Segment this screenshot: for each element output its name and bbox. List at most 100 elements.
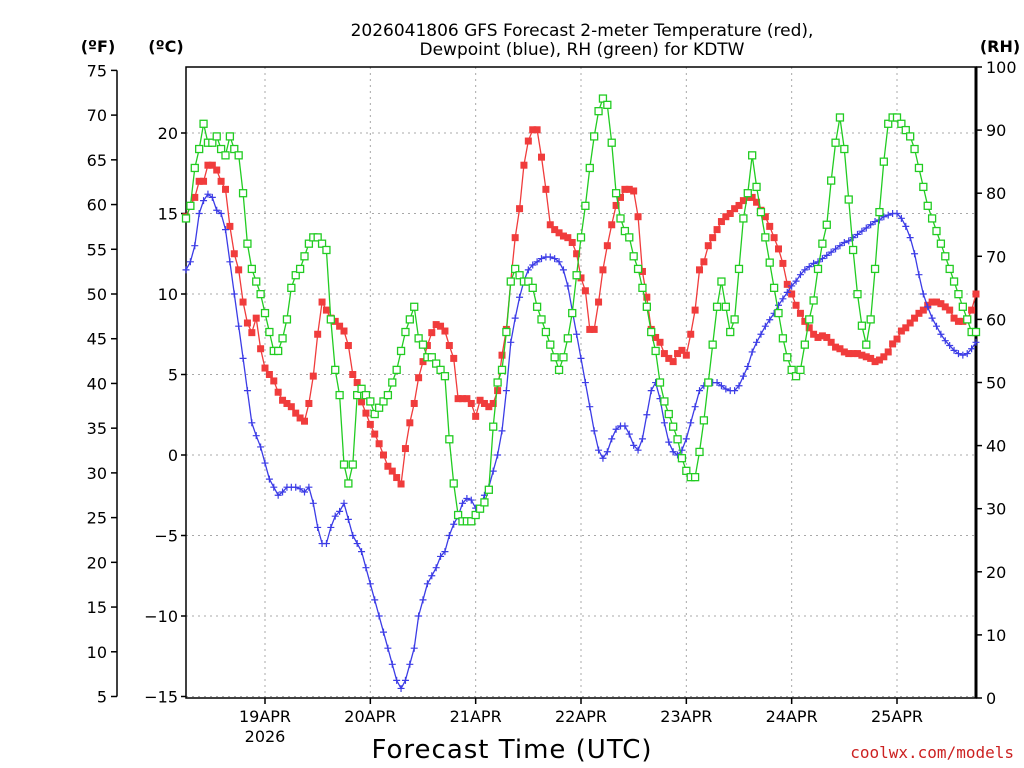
data-point: [625, 233, 634, 242]
data-point: [450, 354, 458, 362]
rh-tick-label: 50: [986, 374, 1006, 393]
data-point: [577, 354, 585, 362]
data-point: [371, 596, 379, 604]
data-point: [959, 317, 967, 325]
data-point: [265, 371, 273, 378]
data-point: [555, 229, 563, 237]
data-point: [533, 126, 541, 134]
celsius-tick-label: 15: [158, 205, 178, 224]
data-point: [498, 427, 506, 435]
celsius-tick-label: −5: [154, 527, 178, 546]
data-point: [660, 350, 668, 358]
data-point: [586, 403, 594, 411]
data-point: [257, 443, 265, 451]
data-point: [344, 479, 353, 488]
data-point: [559, 266, 567, 274]
data-point: [867, 221, 875, 229]
data-point: [787, 365, 796, 375]
data-point: [950, 314, 958, 322]
data-point: [200, 197, 208, 205]
data-point: [397, 684, 405, 692]
data-point: [322, 306, 330, 314]
data-point: [845, 350, 853, 358]
data-point: [414, 334, 423, 343]
data-point: [432, 359, 441, 368]
data-point: [494, 451, 502, 459]
data-point: [564, 282, 572, 290]
data-point: [445, 435, 454, 444]
fahrenheit-tick-label: 45: [87, 330, 107, 349]
data-point: [761, 233, 770, 242]
data-point: [875, 207, 884, 217]
data-point: [880, 213, 888, 221]
data-point: [538, 255, 545, 263]
data-point: [317, 239, 327, 248]
data-point: [401, 676, 409, 684]
data-point: [396, 346, 406, 356]
data-point: [428, 572, 436, 580]
series-dewpoint: [182, 190, 980, 692]
data-point: [476, 396, 484, 404]
data-point: [901, 125, 910, 135]
data-point: [217, 177, 225, 185]
data-point: [713, 379, 721, 387]
data-point: [647, 327, 656, 337]
data-point: [972, 290, 980, 298]
data-point: [463, 494, 471, 502]
data-point: [862, 224, 870, 232]
data-point: [840, 144, 849, 154]
data-point: [879, 157, 888, 166]
data-point: [186, 258, 194, 266]
data-point: [213, 206, 221, 214]
data-point: [445, 342, 453, 350]
data-point: [954, 350, 962, 358]
data-point: [318, 298, 326, 306]
data-point: [585, 163, 594, 173]
fahrenheit-tick-label: 30: [87, 464, 107, 483]
data-point: [279, 396, 287, 404]
data-point: [669, 422, 678, 431]
data-point: [383, 390, 393, 400]
data-point: [529, 126, 537, 134]
data-point: [572, 271, 581, 280]
x-tick-label: 23APR: [660, 707, 712, 726]
data-point: [731, 387, 739, 395]
data-point: [292, 409, 300, 417]
data-point: [410, 399, 418, 407]
data-point: [353, 540, 361, 548]
x-tick-label: 24APR: [766, 707, 818, 726]
data-point: [551, 226, 559, 234]
data-point: [467, 517, 476, 526]
data-point: [331, 317, 339, 325]
data-point: [502, 387, 510, 395]
data-point: [524, 266, 532, 274]
data-point: [629, 252, 638, 261]
data-point: [857, 321, 867, 330]
data-point: [475, 504, 485, 513]
data-point: [775, 245, 782, 253]
data-point: [849, 234, 857, 242]
rh-tick-label: 10: [986, 626, 1006, 645]
data-point: [348, 460, 357, 469]
series-relative-humidity: [181, 94, 981, 526]
celsius-tick-label: 10: [158, 285, 178, 304]
data-point: [699, 416, 709, 425]
data-point: [744, 362, 752, 370]
data-point: [506, 277, 515, 286]
data-point: [827, 248, 835, 256]
data-point: [726, 210, 734, 217]
data-point: [717, 218, 725, 226]
data-point: [191, 193, 199, 201]
data-point: [717, 277, 726, 286]
data-point: [774, 308, 783, 318]
fahrenheit-tick-label: 10: [87, 643, 107, 662]
data-point: [322, 245, 331, 255]
data-point: [673, 435, 682, 444]
data-point: [590, 132, 599, 141]
data-point: [734, 264, 744, 274]
data-point: [440, 372, 450, 381]
data-point: [726, 327, 735, 337]
data-point: [564, 234, 572, 242]
data-point: [453, 510, 463, 520]
